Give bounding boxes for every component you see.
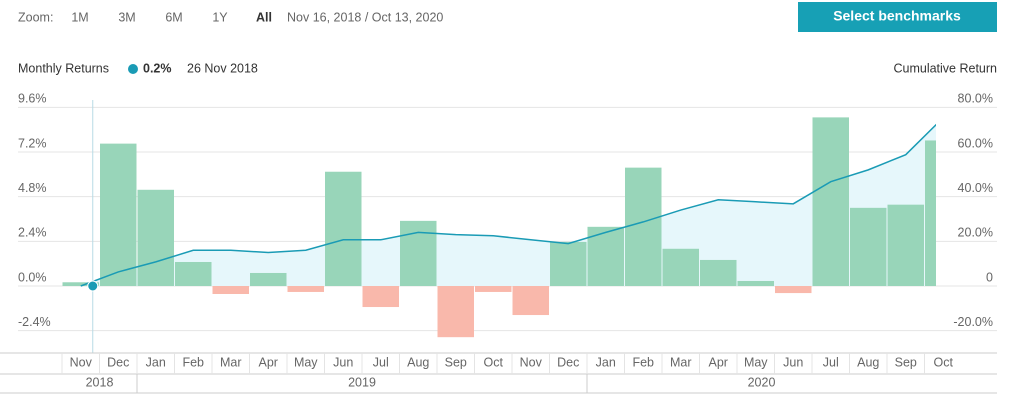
y-tick-label: 7.2% [18, 136, 47, 150]
bar [550, 241, 587, 286]
x-tick-label: Jun [783, 355, 803, 369]
y2-tick-label: -20.0% [953, 315, 993, 329]
x-tick-label: May [294, 355, 318, 369]
year-label: 2018 [86, 375, 114, 389]
y2-tick-label: 0 [986, 270, 993, 284]
y-tick-label: -2.4% [18, 315, 51, 329]
bar [175, 261, 212, 286]
bar [250, 272, 287, 286]
x-tick-label: Jan [146, 355, 166, 369]
x-tick-label: Feb [632, 355, 654, 369]
y-tick-label: 4.8% [18, 181, 47, 195]
x-tick-label: Jul [373, 355, 389, 369]
x-tick-label: Sep [895, 355, 917, 369]
y-tick-label: 0.0% [18, 270, 47, 284]
x-tick-label: Mar [220, 355, 242, 369]
bar [887, 204, 924, 286]
bar [737, 280, 774, 286]
x-tick-label: Oct [934, 355, 954, 369]
y2-tick-label: 20.0% [958, 226, 993, 240]
bar [100, 143, 137, 286]
x-tick-label: Nov [70, 355, 93, 369]
bar [775, 286, 812, 294]
date-range[interactable]: Nov 16, 2018 / Oct 13, 2020 [287, 10, 443, 24]
y2-tick-label: 80.0% [958, 92, 993, 106]
bar [325, 171, 362, 286]
year-label: 2020 [748, 375, 776, 389]
x-tick-label: Aug [407, 355, 429, 369]
tooltip-date: 26 Nov 2018 [187, 61, 258, 75]
plot [62, 117, 936, 338]
x-tick-label: Mar [670, 355, 692, 369]
bar [362, 286, 399, 308]
x-tick-label: May [744, 355, 768, 369]
x-tick-label: Nov [520, 355, 543, 369]
tooltip-value: 0.2% [143, 61, 172, 75]
x-tick-label: Apr [259, 355, 278, 369]
zoom-option[interactable]: All [256, 10, 272, 24]
left-series-label: Monthly Returns [18, 61, 109, 75]
benchmark-button[interactable] [798, 2, 997, 32]
bar [812, 117, 849, 286]
y2-tick-label: 60.0% [958, 136, 993, 150]
cumulative-line [80, 123, 936, 287]
bar [512, 286, 549, 316]
x-tick-label: Jan [596, 355, 616, 369]
bar [662, 248, 699, 286]
y-tick-label: 9.6% [18, 92, 47, 106]
x-tick-label: Oct [484, 355, 504, 369]
zoom-option[interactable]: 1M [71, 10, 88, 24]
year-label: 2019 [348, 375, 376, 389]
x-tick-label: Dec [557, 355, 579, 369]
bar [400, 220, 437, 286]
bar [137, 189, 174, 286]
x-tick-label: Feb [182, 355, 204, 369]
cumulative-area [80, 124, 936, 286]
zoom-option[interactable]: 1Y [212, 10, 228, 24]
bar [625, 167, 662, 286]
bar [925, 140, 936, 286]
button-label[interactable]: Select benchmarks [833, 8, 961, 24]
x-tick-label: Apr [709, 355, 728, 369]
x-tick-label: Jun [333, 355, 353, 369]
bar [700, 259, 737, 286]
x-tick-label: Sep [445, 355, 467, 369]
y2-tick-label: 40.0% [958, 181, 993, 195]
x-tick-label: Aug [857, 355, 879, 369]
hover-marker [87, 280, 99, 292]
bar [212, 286, 249, 295]
y-tick-label: 2.4% [18, 226, 47, 240]
zoom-label: Zoom: [18, 10, 53, 24]
bar [475, 286, 512, 292]
bar [437, 286, 474, 338]
bar [287, 286, 324, 292]
x-tick-label: Dec [107, 355, 129, 369]
zoom-option[interactable]: 6M [165, 10, 182, 24]
bar [62, 282, 99, 286]
x-tick-label: Jul [823, 355, 839, 369]
bar [850, 207, 887, 286]
zoom-option[interactable]: 3M [118, 10, 135, 24]
right-series-label: Cumulative Return [893, 61, 997, 75]
legend-dot [128, 64, 138, 74]
